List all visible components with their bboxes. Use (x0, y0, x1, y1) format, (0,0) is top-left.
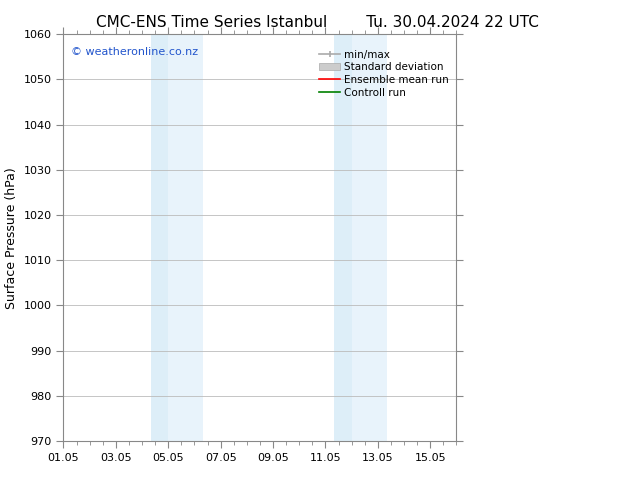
Text: CMC-ENS Time Series Istanbul        Tu. 30.04.2024 22 UTC: CMC-ENS Time Series Istanbul Tu. 30.04.2… (96, 15, 538, 30)
Bar (352, 34, 387, 441)
Bar (151, 34, 168, 441)
Y-axis label: Surface Pressure (hPa): Surface Pressure (hPa) (5, 167, 18, 309)
Bar (168, 34, 203, 441)
Text: © weatheronline.co.nz: © weatheronline.co.nz (71, 47, 198, 56)
Legend: min/max, Standard deviation, Ensemble mean run, Controll run: min/max, Standard deviation, Ensemble me… (318, 48, 451, 99)
Bar (334, 34, 352, 441)
